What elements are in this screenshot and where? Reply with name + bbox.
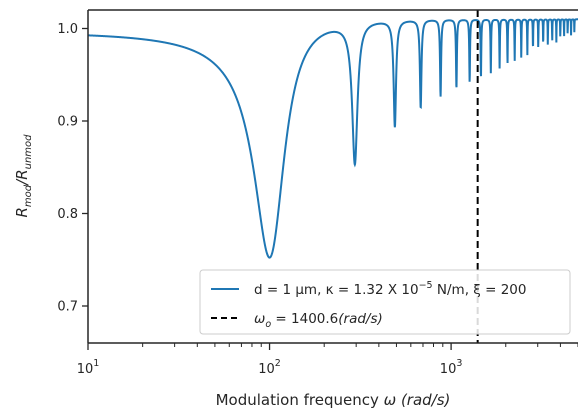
legend: d = 1 μm, κ = 1.32 X 10−5 N/m, ξ = 200 ω… — [199, 269, 571, 335]
y-tick-label: 1.0 — [57, 22, 78, 37]
y-axis-label: Rmod/Runmod — [13, 134, 34, 218]
x-tick-label: 102 — [258, 358, 281, 377]
y-axis-ticks: 0.7 0.8 0.9 1.0 — [57, 22, 88, 315]
y-tick-label: 0.7 — [57, 300, 78, 315]
plot-area — [87, 9, 578, 344]
x-axis-label: Modulation frequency ω (rad/s) — [216, 391, 451, 409]
legend-label-reflectance: d = 1 μm, κ = 1.32 X 10−5 N/m, ξ = 200 — [254, 280, 526, 298]
series-line-reflectance — [88, 18, 578, 259]
x-axis-ticks: 101 102 103 — [77, 343, 578, 377]
y-tick-label: 0.8 — [57, 207, 78, 222]
y-tick-label: 0.9 — [57, 115, 78, 130]
legend-box — [199, 269, 571, 335]
x-tick-label: 101 — [77, 358, 100, 377]
legend-label-omega-o: ωo = 1400.6(rad/s) — [254, 311, 383, 330]
x-tick-label: 103 — [440, 358, 463, 377]
